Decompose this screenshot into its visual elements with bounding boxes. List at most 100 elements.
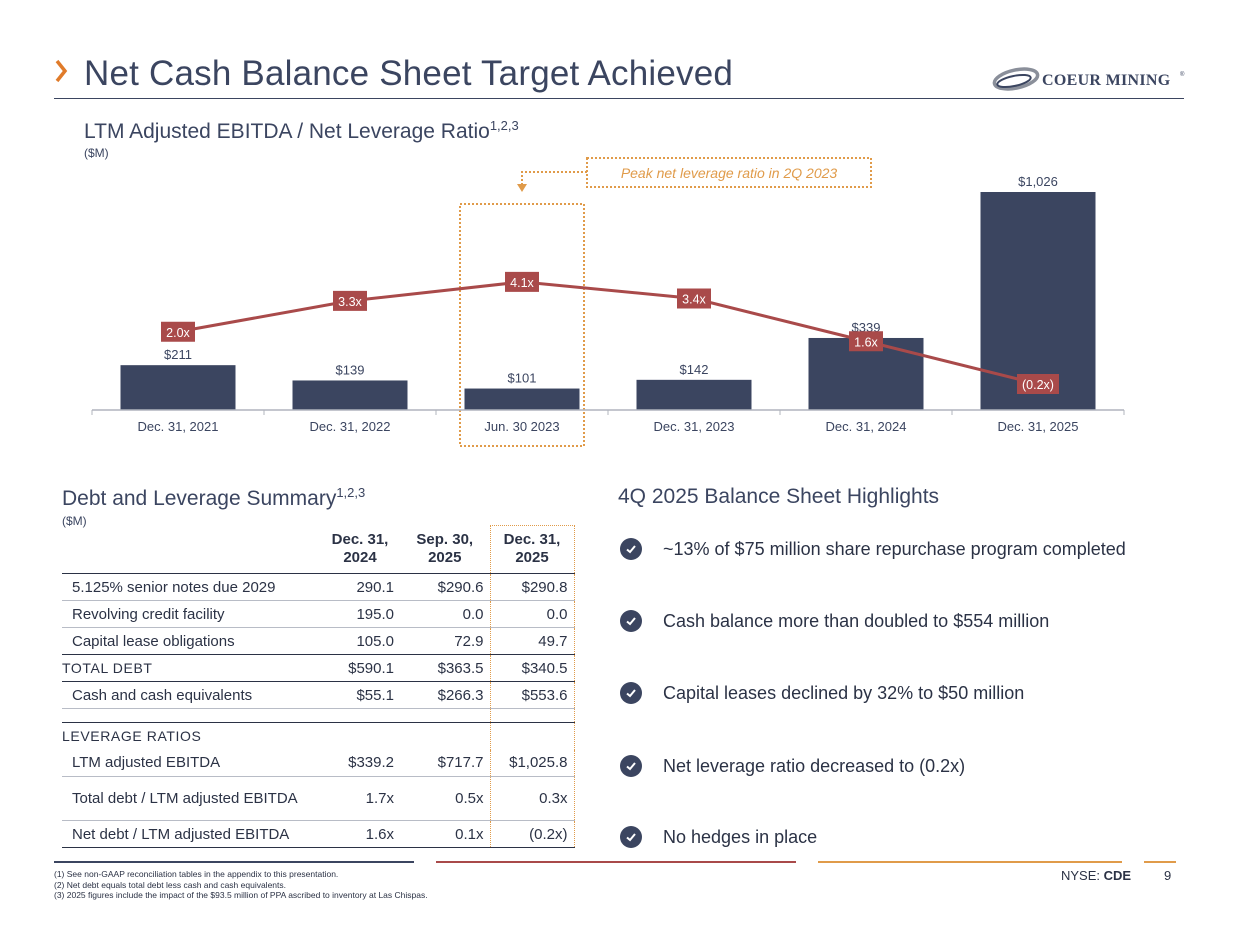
callout-box bbox=[586, 157, 872, 188]
highlights-title: 4Q 2025 Balance Sheet Highlights bbox=[618, 485, 940, 508]
cell-value: 290.1 bbox=[320, 573, 400, 601]
empty-cell bbox=[400, 722, 490, 750]
highlight-text: Capital leases declined by 32% to $50 mi… bbox=[663, 682, 1025, 703]
check-circle-icon bbox=[620, 755, 642, 777]
col-header-dec-2025: Dec. 31, 2025 bbox=[489, 525, 575, 574]
section-label: LEVERAGE RATIOS bbox=[62, 722, 320, 750]
highlight-item: Cash balance more than doubled to $554 m… bbox=[620, 610, 1049, 632]
cell-value: 49.7 bbox=[489, 627, 575, 655]
col-header-dec-2024: Dec. 31, 2024 bbox=[331, 531, 389, 566]
table-spacer bbox=[62, 708, 575, 723]
row-label: Capital lease obligations bbox=[72, 632, 235, 650]
table-header-row: Dec. 31, 2024 Sep. 30, 2025 Dec. 31, 2025 bbox=[62, 525, 575, 574]
x-tick-label: Dec. 31, 2022 bbox=[310, 419, 391, 434]
table-section-header: LEVERAGE RATIOS bbox=[62, 722, 575, 750]
x-tick-label: Dec. 31, 2025 bbox=[998, 419, 1079, 434]
table-row: Total debt / LTM adjusted EBITDA 1.7x 0.… bbox=[62, 776, 575, 821]
leverage-label: 4.1x bbox=[510, 276, 534, 290]
highlight-box bbox=[459, 203, 585, 447]
highlight-text: Cash balance more than doubled to $554 m… bbox=[663, 610, 1050, 631]
leverage-label: 3.3x bbox=[338, 295, 362, 309]
table-row: LTM adjusted EBITDA $339.2 $717.7 $1,025… bbox=[62, 749, 575, 777]
row-label: Cash and cash equivalents bbox=[62, 681, 320, 709]
cell-value: $339.2 bbox=[320, 749, 400, 777]
cell-value: $266.3 bbox=[400, 681, 490, 709]
callout-text: Peak net leverage ratio in 2Q 2023 bbox=[621, 165, 838, 181]
bar-value-label: $139 bbox=[336, 362, 365, 377]
leverage-marker bbox=[1017, 374, 1059, 394]
footnote-1: (1) See non-GAAP reconciliation tables i… bbox=[54, 869, 339, 879]
footnote-2: (2) Net debt equals total debt less cash… bbox=[54, 879, 287, 890]
chevron-right-icon bbox=[55, 59, 68, 83]
leverage-label: 1.6x bbox=[854, 335, 878, 349]
table-row: Net debt / LTM adjusted EBITDA 1.6x 0.1x… bbox=[62, 820, 575, 848]
footer-rule-navy bbox=[54, 861, 414, 863]
highlight-item: No hedges in place bbox=[620, 826, 817, 848]
logo-wordmark: COEUR MINING bbox=[1042, 72, 1171, 89]
table-row: 5.125% senior notes due 2029 290.1 $290.… bbox=[62, 573, 575, 601]
spacer-cell bbox=[62, 709, 320, 723]
spacer-cell bbox=[400, 709, 490, 723]
footer-rule-red bbox=[436, 861, 796, 863]
highlight-item: Capital leases declined by 32% to $50 mi… bbox=[620, 682, 1024, 704]
cell-value: 72.9 bbox=[454, 632, 484, 650]
cell-value: 105.0 bbox=[356, 632, 394, 650]
cell-value: 0.3x bbox=[489, 776, 575, 821]
check-circle-icon bbox=[620, 610, 642, 632]
row-label: Revolving credit facility bbox=[62, 600, 320, 628]
x-tick-label: Dec. 31, 2021 bbox=[138, 419, 219, 434]
bar bbox=[636, 379, 752, 410]
table-row-total: TOTAL DEBT $590.1 $363.5 $340.5 bbox=[62, 654, 575, 682]
col-header-sep-2025: Sep. 30, 2025 bbox=[416, 531, 474, 566]
bar-value-label: $1,026 bbox=[1018, 174, 1058, 189]
bar-value-label: $339 bbox=[852, 320, 881, 335]
highlight-item: ~13% of $75 million share repurchase pro… bbox=[620, 538, 1126, 560]
table-row: Cash and cash equivalents $55.1 $266.3 $… bbox=[62, 681, 575, 709]
cell-value: $363.5 bbox=[400, 654, 490, 682]
empty-cell bbox=[489, 722, 575, 750]
header-blank bbox=[62, 526, 320, 574]
cell-value: (0.2x) bbox=[489, 820, 575, 848]
cell-value: 1.6x bbox=[320, 820, 400, 848]
cell-value: $553.6 bbox=[489, 681, 575, 709]
debt-unit: ($M) bbox=[62, 514, 87, 528]
leverage-label: 3.4x bbox=[682, 293, 706, 307]
table-row: Capital lease obligations 105.0 72.9 49.… bbox=[62, 627, 575, 655]
spacer-cell bbox=[489, 708, 575, 723]
callout-arrowhead-icon bbox=[517, 184, 527, 192]
x-tick-label: Jun. 30 2023 bbox=[484, 419, 559, 434]
footnote-3: (3) 2025 figures include the impact of t… bbox=[54, 890, 428, 900]
row-label: Net debt / LTM adjusted EBITDA bbox=[62, 820, 320, 848]
row-label: LTM adjusted EBITDA bbox=[62, 749, 320, 777]
title-divider bbox=[54, 98, 1184, 99]
cell-value: 195.0 bbox=[320, 600, 400, 628]
x-tick-label: Dec. 31, 2023 bbox=[654, 419, 735, 434]
footnotes: (1) See non-GAAP reconciliation tables i… bbox=[54, 869, 428, 901]
ebitda-leverage-chart: $211 $139 $101 $142 $339 $1,026 2.0x 3.3x 4.1x 3… bbox=[91, 157, 1125, 447]
ticker-label: NYSE: CDE bbox=[1061, 868, 1132, 883]
footer-rule-orange-2 bbox=[1144, 861, 1176, 863]
chart-unit: ($M) bbox=[84, 146, 109, 160]
cell-value: 1.7x bbox=[320, 776, 400, 821]
cell-value: $1,025.8 bbox=[489, 749, 575, 777]
row-label: TOTAL DEBT bbox=[62, 654, 320, 682]
highlight-text: No hedges in place bbox=[663, 826, 818, 847]
debt-summary-title: Debt and Leverage Summary1,2,3 bbox=[62, 485, 366, 510]
bar bbox=[292, 380, 408, 410]
chart-title: LTM Adjusted EBITDA / Net Leverage Ratio… bbox=[84, 118, 519, 143]
leverage-marker bbox=[849, 331, 883, 352]
highlight-item: Net leverage ratio decreased to (0.2x) bbox=[620, 755, 965, 777]
logo-registered-mark: ® bbox=[1180, 72, 1185, 78]
cell-value: 0.5x bbox=[400, 776, 490, 821]
leverage-marker bbox=[333, 290, 367, 311]
debt-leverage-table: Dec. 31, 2024 Sep. 30, 2025 Dec. 31, 2025 5… bbox=[62, 525, 575, 848]
leverage-label: 2.0x bbox=[166, 326, 190, 340]
cell-value: $717.7 bbox=[400, 749, 490, 777]
footer-rule-orange-1 bbox=[818, 861, 1122, 863]
bar-value-label: $101 bbox=[508, 371, 537, 386]
coeur-logo-icon bbox=[992, 67, 1040, 91]
empty-cell bbox=[320, 722, 400, 750]
leverage-line bbox=[177, 280, 1039, 386]
bar-value-label: $142 bbox=[680, 362, 709, 377]
cell-value: $55.1 bbox=[320, 681, 400, 709]
